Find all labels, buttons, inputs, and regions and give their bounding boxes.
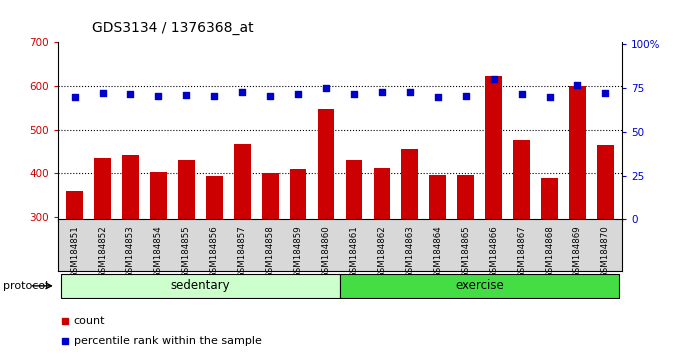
Text: GSM184865: GSM184865 [461, 225, 471, 278]
Bar [66, 191, 83, 221]
Text: GSM184853: GSM184853 [126, 225, 135, 278]
Point [265, 93, 275, 99]
Point [488, 76, 499, 82]
Point [209, 93, 220, 99]
Bar [458, 175, 474, 221]
Point [320, 85, 331, 91]
Point [292, 91, 303, 97]
Text: sedentary: sedentary [171, 279, 230, 292]
Point [460, 93, 471, 99]
Point [125, 91, 136, 97]
Text: exercise: exercise [456, 279, 504, 292]
Bar [486, 76, 502, 221]
Point [516, 91, 527, 97]
Text: GSM184869: GSM184869 [573, 225, 582, 278]
Bar [122, 155, 139, 221]
Point [405, 90, 415, 95]
Point [377, 89, 388, 95]
Point [153, 93, 164, 99]
Bar [401, 149, 418, 221]
Text: GSM184862: GSM184862 [377, 225, 386, 278]
Text: GSM184858: GSM184858 [266, 225, 275, 278]
Text: GSM184866: GSM184866 [489, 225, 498, 278]
Bar [234, 144, 251, 221]
Text: GSM184860: GSM184860 [322, 225, 330, 278]
Text: protocol: protocol [3, 281, 49, 291]
Text: GSM184855: GSM184855 [182, 225, 191, 278]
Text: GSM184857: GSM184857 [238, 225, 247, 278]
Point [237, 89, 248, 95]
Bar [345, 160, 362, 221]
Bar [318, 109, 335, 221]
Point [600, 91, 611, 96]
Bar [206, 176, 222, 221]
Bar [429, 176, 446, 221]
Text: percentile rank within the sample: percentile rank within the sample [73, 336, 262, 346]
Text: GSM184868: GSM184868 [545, 225, 554, 278]
Bar [569, 86, 586, 221]
Point [69, 94, 80, 99]
Point [572, 82, 583, 87]
Text: GSM184861: GSM184861 [350, 225, 358, 278]
Bar [94, 158, 111, 221]
Text: GSM184859: GSM184859 [294, 225, 303, 278]
Text: GDS3134 / 1376368_at: GDS3134 / 1376368_at [92, 21, 254, 35]
Text: GSM184863: GSM184863 [405, 225, 414, 278]
Text: GSM184852: GSM184852 [98, 225, 107, 278]
Text: GSM184854: GSM184854 [154, 225, 163, 278]
Point [432, 94, 443, 99]
Bar [340, 274, 619, 298]
Bar [513, 140, 530, 221]
Point [97, 91, 108, 96]
Bar [373, 168, 390, 221]
Bar [541, 178, 558, 221]
Text: GSM184870: GSM184870 [601, 225, 610, 278]
Point [544, 94, 555, 99]
Bar [290, 169, 307, 221]
Bar [262, 173, 279, 221]
Text: GSM184867: GSM184867 [517, 225, 526, 278]
Bar [178, 160, 194, 221]
Point [181, 92, 192, 98]
Bar [597, 144, 614, 221]
Text: GSM184864: GSM184864 [433, 225, 442, 278]
Bar [150, 172, 167, 221]
Text: GSM184856: GSM184856 [209, 225, 219, 278]
Text: GSM184851: GSM184851 [70, 225, 79, 278]
Bar [61, 274, 340, 298]
Point [349, 91, 360, 97]
Text: count: count [73, 316, 105, 326]
